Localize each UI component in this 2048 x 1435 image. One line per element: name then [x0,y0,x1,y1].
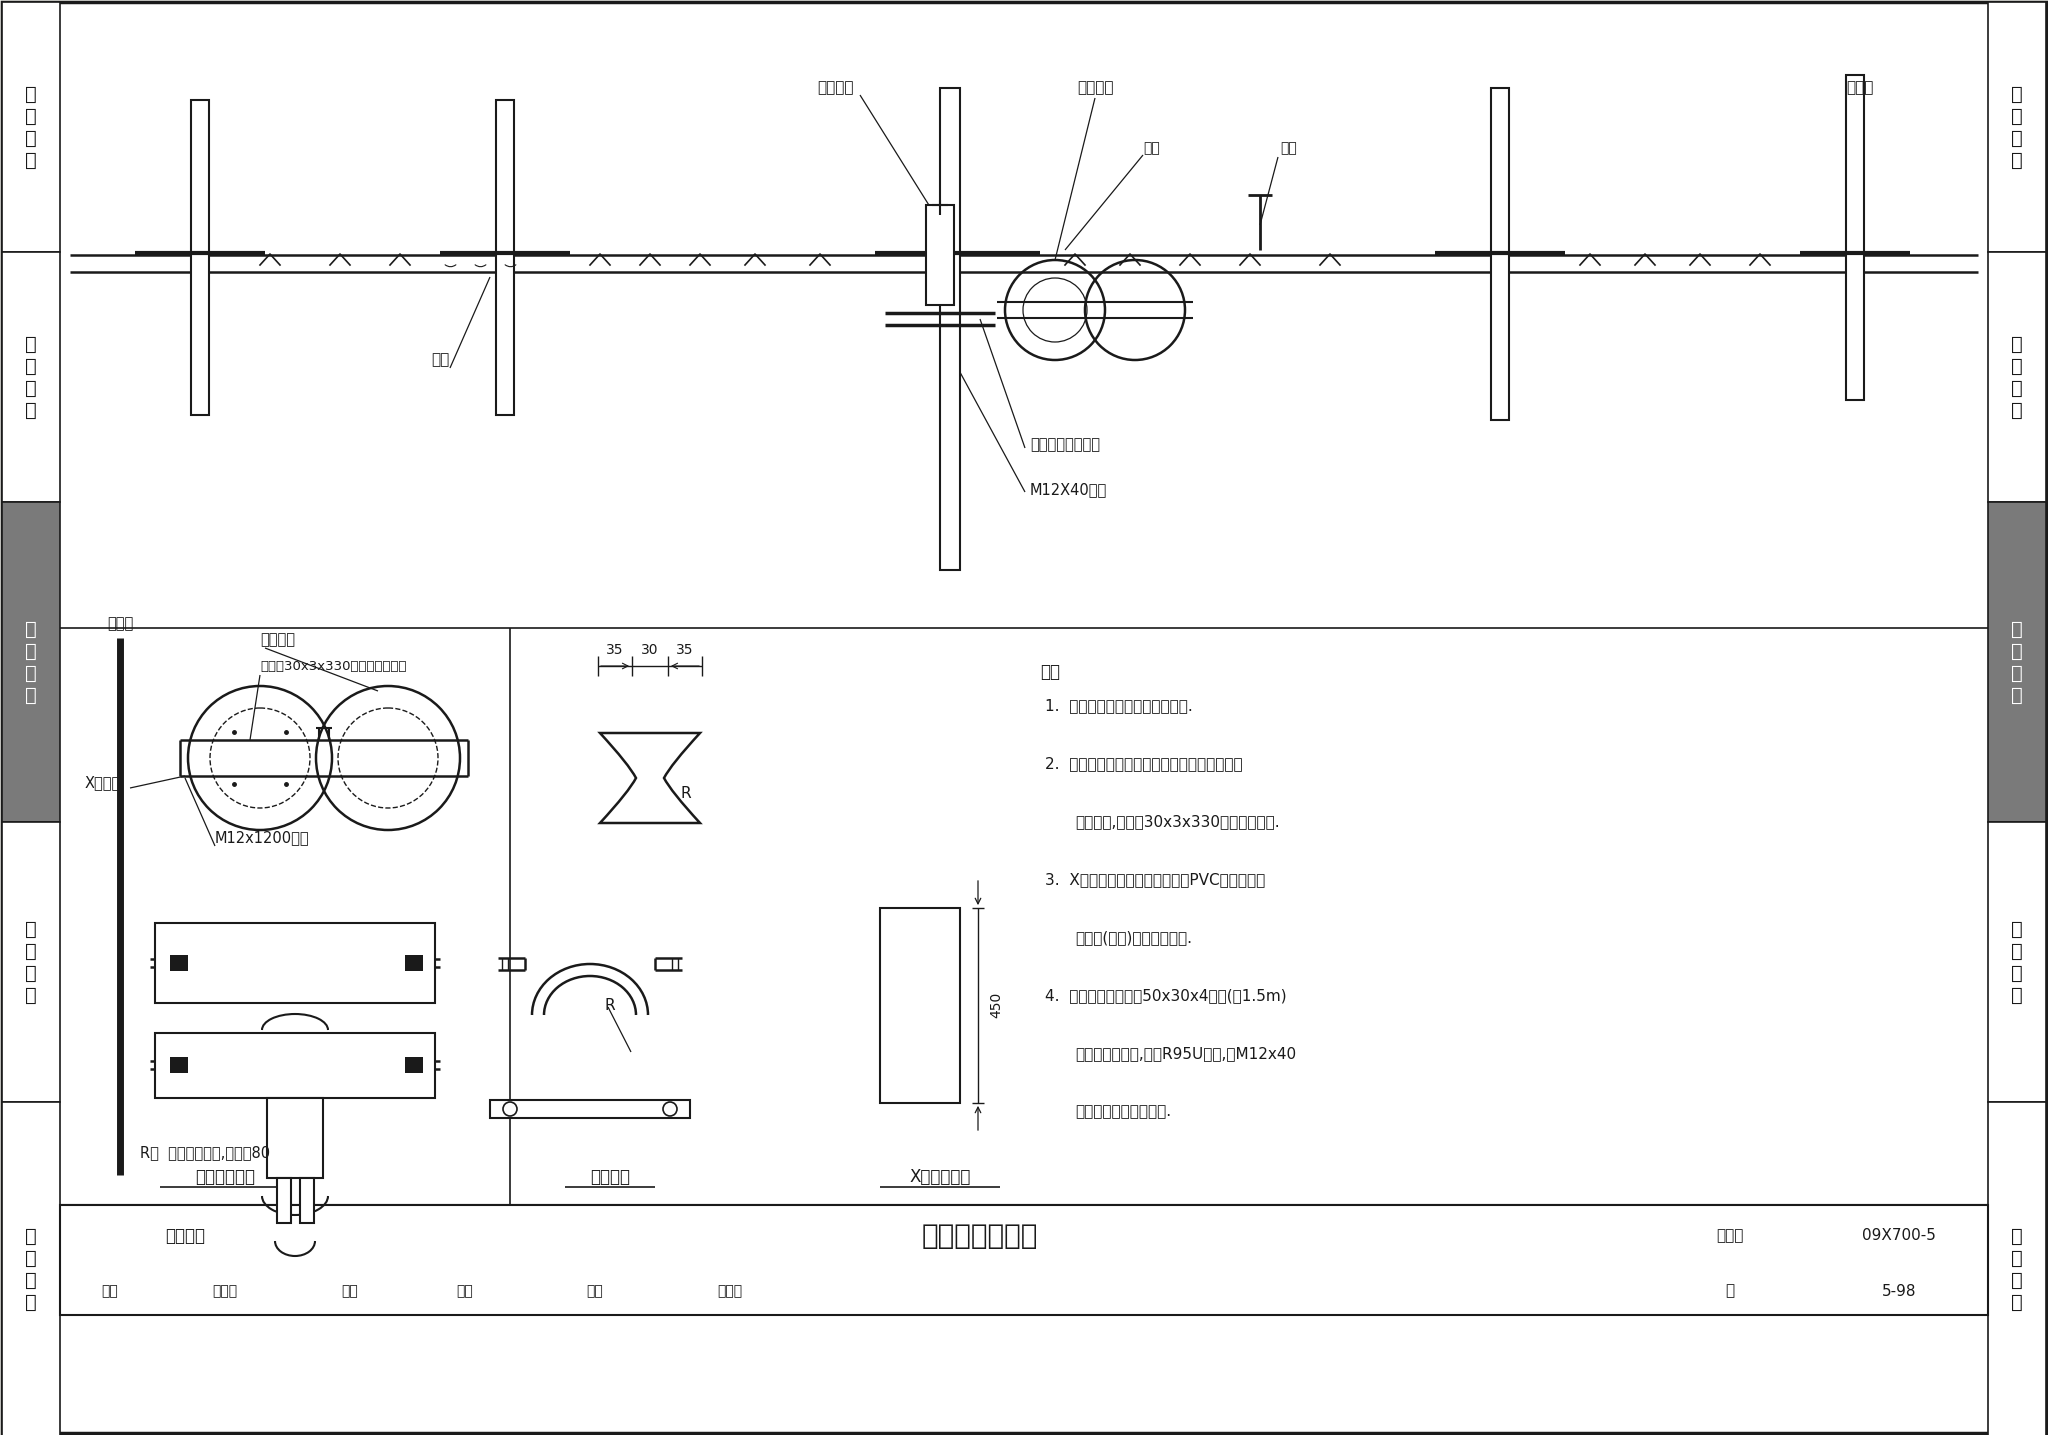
Bar [1989,253,2046,502]
Bar [940,88,961,570]
Bar [276,1178,291,1223]
Text: 缆
线
敷
设: 缆 线 敷 设 [25,620,37,705]
Text: 扎带: 扎带 [1143,141,1159,155]
Text: 穿钉将角钢固定于杆上.: 穿钉将角钢固定于杆上. [1075,1104,1171,1119]
Bar [926,205,954,306]
Text: M12X40穿钉: M12X40穿钉 [1030,482,1108,498]
Text: 光缆接头安装: 光缆接头安装 [195,1168,256,1185]
Text: 设
备
安
装: 设 备 安 装 [2011,920,2023,1004]
Text: 光缆接头: 光缆接头 [260,633,295,647]
Text: 页: 页 [1724,1283,1735,1299]
Text: X型衬垫加工: X型衬垫加工 [909,1168,971,1185]
Text: 校对: 校对 [342,1284,358,1299]
Bar [1989,1102,2046,1435]
Text: 防
雷
接
地: 防 雷 接 地 [2011,1227,2023,1312]
Bar [170,956,188,971]
Bar [156,1033,434,1098]
Text: 涂防腐漆或镀锌,采用R95U包箍,用M12x40: 涂防腐漆或镀锌,采用R95U包箍,用M12x40 [1075,1046,1296,1060]
Text: 5-98: 5-98 [1882,1283,1917,1299]
Bar [1989,1,2046,253]
Text: 设
备
安
装: 设 备 安 装 [25,920,37,1004]
Text: 缆
线
敷
设: 缆 线 敷 设 [2011,620,2023,705]
Bar [406,956,424,971]
Text: 预留光缆安装支架: 预留光缆安装支架 [1030,438,1100,452]
Text: 注：: 注： [1040,663,1061,682]
Bar [1989,822,2046,1102]
Text: 缆线敷设: 缆线敷设 [166,1227,205,1246]
Text: 包箍加工: 包箍加工 [590,1168,631,1185]
Bar [2,253,59,502]
Bar [299,1178,313,1223]
Text: 供
电
电
源: 供 电 电 源 [25,334,37,419]
Bar [2,1102,59,1435]
Text: 防
雷
接
地: 防 雷 接 地 [25,1227,37,1312]
Text: 图集号: 图集号 [1716,1228,1743,1244]
Text: 尺寸确定,可采用30x3x330镀锌扁钢制作.: 尺寸确定,可采用30x3x330镀锌扁钢制作. [1075,814,1280,829]
Text: 水泥杆: 水泥杆 [106,616,133,631]
Text: R: R [680,785,690,801]
Text: 供
电
电
源: 供 电 电 源 [2011,334,2023,419]
Text: 光缆: 光缆 [430,353,449,367]
Text: 450: 450 [989,992,1004,1017]
Bar [2,502,59,822]
Text: 4.  光缆预留支架采用50x30x4角钢(长1.5m): 4. 光缆预留支架采用50x30x4角钢(长1.5m) [1044,989,1286,1003]
Text: 09X700-5: 09X700-5 [1862,1228,1935,1244]
Bar [170,1058,188,1073]
Text: 挂钩: 挂钩 [1280,141,1296,155]
Text: 余留光缆: 余留光缆 [1077,80,1114,96]
Bar [406,1058,424,1073]
Text: 李雪佩: 李雪佩 [717,1284,743,1299]
Bar [1845,75,1864,400]
Text: 包箍（30x3x330镀锌扁钢制成）: 包箍（30x3x330镀锌扁钢制成） [260,660,406,673]
Text: 水泥杆: 水泥杆 [1847,80,1874,96]
Text: 35: 35 [606,643,625,657]
Text: 光缆架空安装图: 光缆架空安装图 [922,1223,1038,1250]
Bar [266,1098,324,1178]
Text: 1.  本安装方式适用于立式接头盒.: 1. 本安装方式适用于立式接头盒. [1044,697,1192,713]
Text: R: R [604,997,616,1013]
Text: 设计: 设计 [586,1284,604,1299]
Text: 30: 30 [641,643,659,657]
Text: 机
房
工
程: 机 房 工 程 [2011,85,2023,169]
Text: 光缆接头: 光缆接头 [817,80,854,96]
Text: 3.  X形衬垫可用掺有防老化剂的PVC塑料制作或: 3. X形衬垫可用掺有防老化剂的PVC塑料制作或 [1044,872,1266,887]
Bar [59,1205,1989,1314]
Text: 2.  包箍及衬木加工尺寸应按选用接头盒的实际: 2. 包箍及衬木加工尺寸应按选用接头盒的实际 [1044,756,1243,771]
Bar [881,908,961,1104]
Text: X形衬垫: X形衬垫 [86,775,121,791]
Text: M12x1200穿钉: M12x1200穿钉 [215,831,309,845]
Text: 用注油(沥青)防腐木块加工.: 用注油(沥青)防腐木块加工. [1075,930,1192,946]
Bar [1989,502,2046,822]
Text: 陈御平: 陈御平 [213,1284,238,1299]
Text: 机
房
工
程: 机 房 工 程 [25,85,37,169]
Text: 35: 35 [676,643,694,657]
Bar [2,1,59,253]
Bar [190,100,209,415]
Text: 审核: 审核 [102,1284,119,1299]
Bar [496,100,514,415]
Bar [489,1101,690,1118]
Bar [1491,88,1509,420]
Bar [156,923,434,1003]
Text: R：  视电杆半径定,一般为80: R： 视电杆半径定,一般为80 [139,1145,270,1161]
Bar [2,822,59,1102]
Text: 孙兰: 孙兰 [457,1284,473,1299]
